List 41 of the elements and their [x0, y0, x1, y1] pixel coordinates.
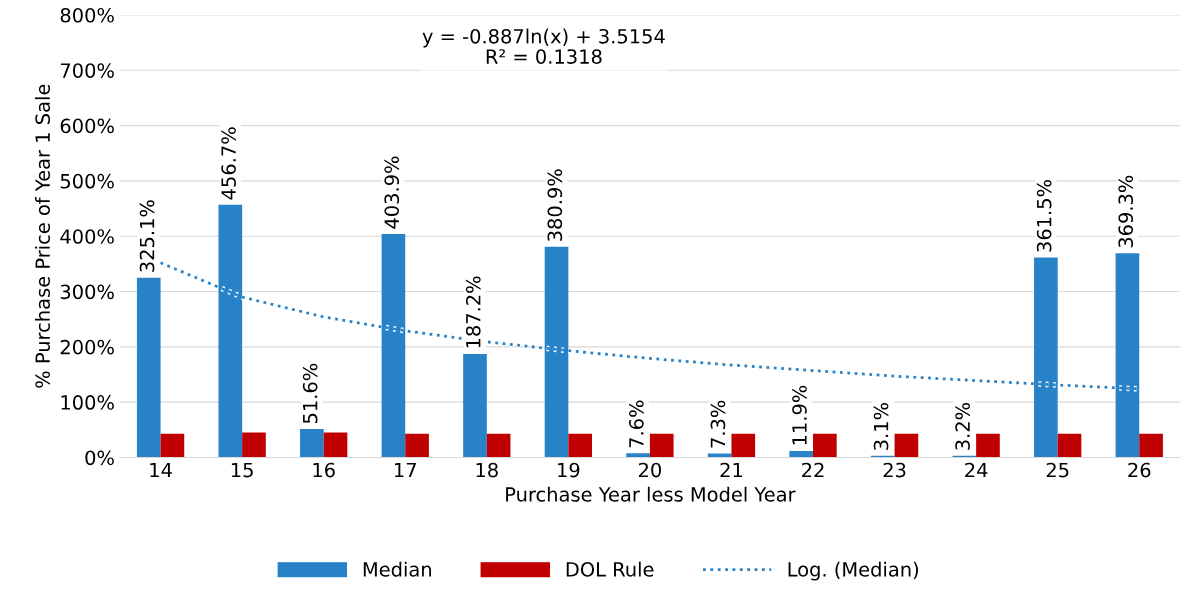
- data-label: 7.6%: [629, 400, 644, 448]
- data-label: 7.3%: [710, 400, 726, 448]
- x-tick-label: 23: [883, 462, 906, 478]
- x-tick-label: 17: [395, 462, 416, 478]
- x-tick-label: 18: [476, 462, 498, 478]
- y-tick-label: 300%: [60, 284, 114, 300]
- y-tick-label: 600%: [60, 118, 114, 134]
- data-label: 187.2%: [465, 276, 481, 348]
- x-tick-label: 20: [638, 462, 661, 478]
- y-tick-label: 0%: [85, 450, 114, 466]
- data-label: 51.6%: [302, 363, 318, 423]
- y-tick-label: 700%: [60, 63, 114, 78]
- x-tick-label: 16: [313, 462, 335, 478]
- y-tick-label: 100%: [61, 395, 114, 410]
- data-label: 11.9%: [792, 385, 807, 445]
- x-tick-label: 26: [1128, 462, 1151, 478]
- data-label: 403.9%: [384, 156, 400, 229]
- data-label: 369.3%: [1118, 175, 1134, 248]
- legend-label: DOL Rule: [566, 561, 654, 577]
- legend-label: Median: [363, 561, 431, 577]
- y-tick-label: 500%: [60, 173, 114, 189]
- data-label: 380.9%: [547, 169, 563, 241]
- data-label: 3.2%: [955, 402, 970, 450]
- x-tick-label: 15: [231, 462, 253, 478]
- data-label: 3.1%: [873, 403, 889, 450]
- x-tick-label: 21: [720, 462, 743, 478]
- x-tick-label: 22: [802, 462, 824, 478]
- y-axis-title: % Purchase Price of Year 1 Sale: [34, 84, 51, 388]
- x-tick-label: 14: [150, 462, 172, 478]
- x-axis-title: Purchase Year less Model Year: [506, 486, 796, 502]
- y-tick-label: 200%: [60, 339, 114, 355]
- data-label: 361.5%: [1036, 180, 1052, 252]
- data-label: 325.1%: [139, 200, 155, 272]
- y-tick-label: 800%: [60, 7, 114, 23]
- x-tick-label: 24: [965, 462, 988, 478]
- legend-label: Log. (Median): [788, 561, 919, 581]
- annotation: y = -0.887ln(x) + 3.5154 R² = 0.1318: [422, 28, 665, 64]
- x-tick-label: 19: [558, 462, 580, 478]
- y-tick-label: 400%: [60, 229, 114, 244]
- x-tick-label: 25: [1046, 462, 1069, 478]
- data-label: 456.7%: [221, 127, 236, 200]
